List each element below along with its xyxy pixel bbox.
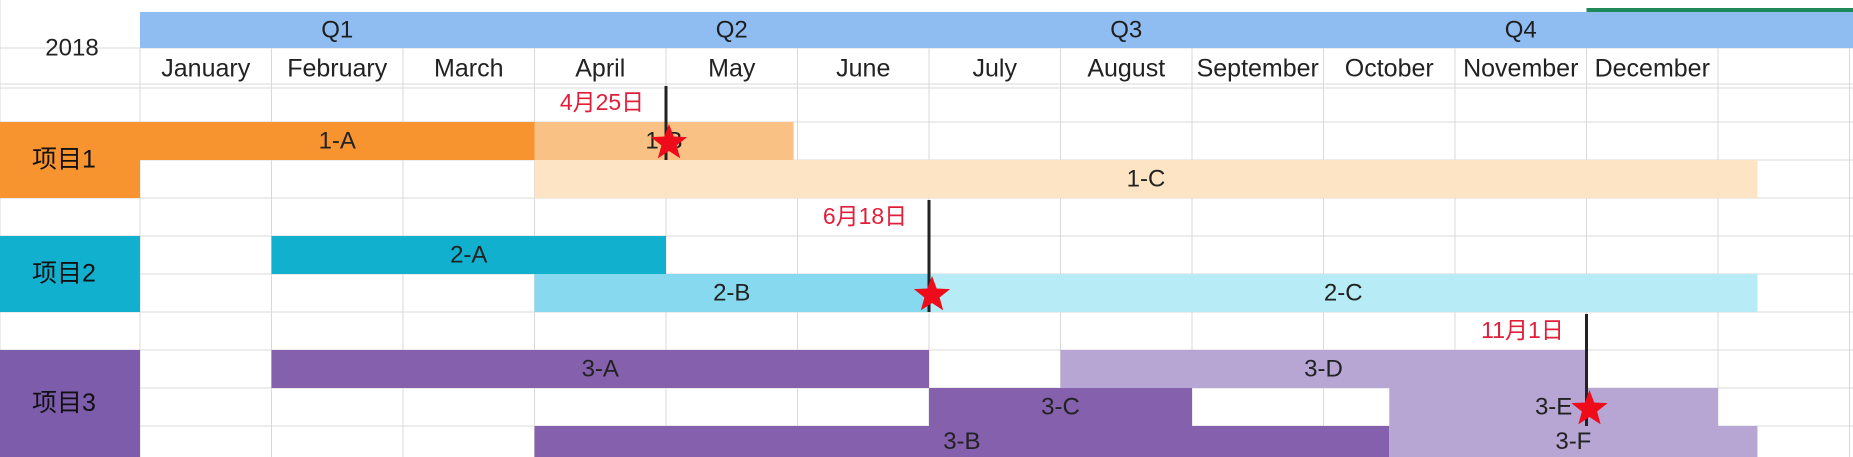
task-label-2-b: 2-B [713,279,750,306]
project-block-1 [0,122,140,198]
task-label-3-c: 3-C [1041,393,1080,420]
milestone-label-1: 4月25日 [560,89,644,115]
milestones: 4月25日 6月18日 11月1日 [560,86,1608,426]
task-bar-2-b [534,274,929,312]
task-bars: 1-A1-B1-C2-A2-B2-C3-A3-D3-C3-E3-B3-F [140,122,1758,457]
month-label-july: July [973,55,1018,83]
header-accent-line [1586,8,1853,12]
quarter-band [140,12,1853,48]
task-bar-3-c [929,388,1192,426]
month-label-january: January [161,55,250,83]
project-block-3 [0,350,140,457]
month-label-october: October [1345,55,1434,83]
task-bar-3-e [1389,388,1718,426]
month-label-march: March [434,55,503,83]
quarter-label-q1: Q1 [321,16,353,43]
month-label-december: December [1595,55,1710,83]
task-bar-3-f [1389,426,1758,457]
month-label-november: November [1463,55,1578,83]
year-label: 2018 [45,34,98,61]
task-label-3-a: 3-A [582,355,619,382]
task-bar-2-a [271,236,666,274]
task-bar-3-d [1060,350,1587,388]
project-block-2 [0,236,140,312]
task-label-3-f: 3-F [1555,428,1591,455]
timeline-header: Q1 Q2 Q3 Q4 2018 January February March April May… [45,8,1853,83]
month-label-february: February [287,55,388,83]
task-label-2-c: 2-C [1324,279,1363,306]
task-label-3-b: 3-B [943,428,980,455]
quarter-label-q4: Q4 [1505,16,1537,43]
month-label-april: April [575,55,625,83]
task-label-3-d: 3-D [1304,355,1343,382]
task-bar-3-b [534,426,1390,457]
star-icon [913,276,951,311]
star-icon [650,124,688,159]
milestone-label-3: 11月1日 [1481,317,1564,343]
task-label-2-a: 2-A [450,241,487,268]
milestone-label-2: 6月18日 [823,203,907,229]
month-label-may: May [708,55,756,83]
project-label-2: 项目2 [32,260,96,288]
task-bar-3-a [271,350,929,388]
task-label-1-c: 1-C [1127,165,1166,192]
month-label-june: June [836,55,890,83]
quarter-label-q3: Q3 [1110,16,1142,43]
project-label-3: 项目3 [32,389,96,417]
project-labels: 项目1 项目2 项目3 [0,122,140,457]
task-bar-1-a [140,122,535,160]
task-label-1-a: 1-A [319,127,356,154]
star-icon [1571,390,1608,425]
task-label-3-e: 3-E [1535,393,1572,420]
quarter-label-q2: Q2 [716,16,748,43]
task-bar-2-c [929,274,1758,312]
task-bar-1-c [534,160,1758,198]
project-label-1: 项目1 [32,146,96,174]
month-label-august: August [1087,55,1165,83]
month-label-september: September [1197,55,1319,83]
